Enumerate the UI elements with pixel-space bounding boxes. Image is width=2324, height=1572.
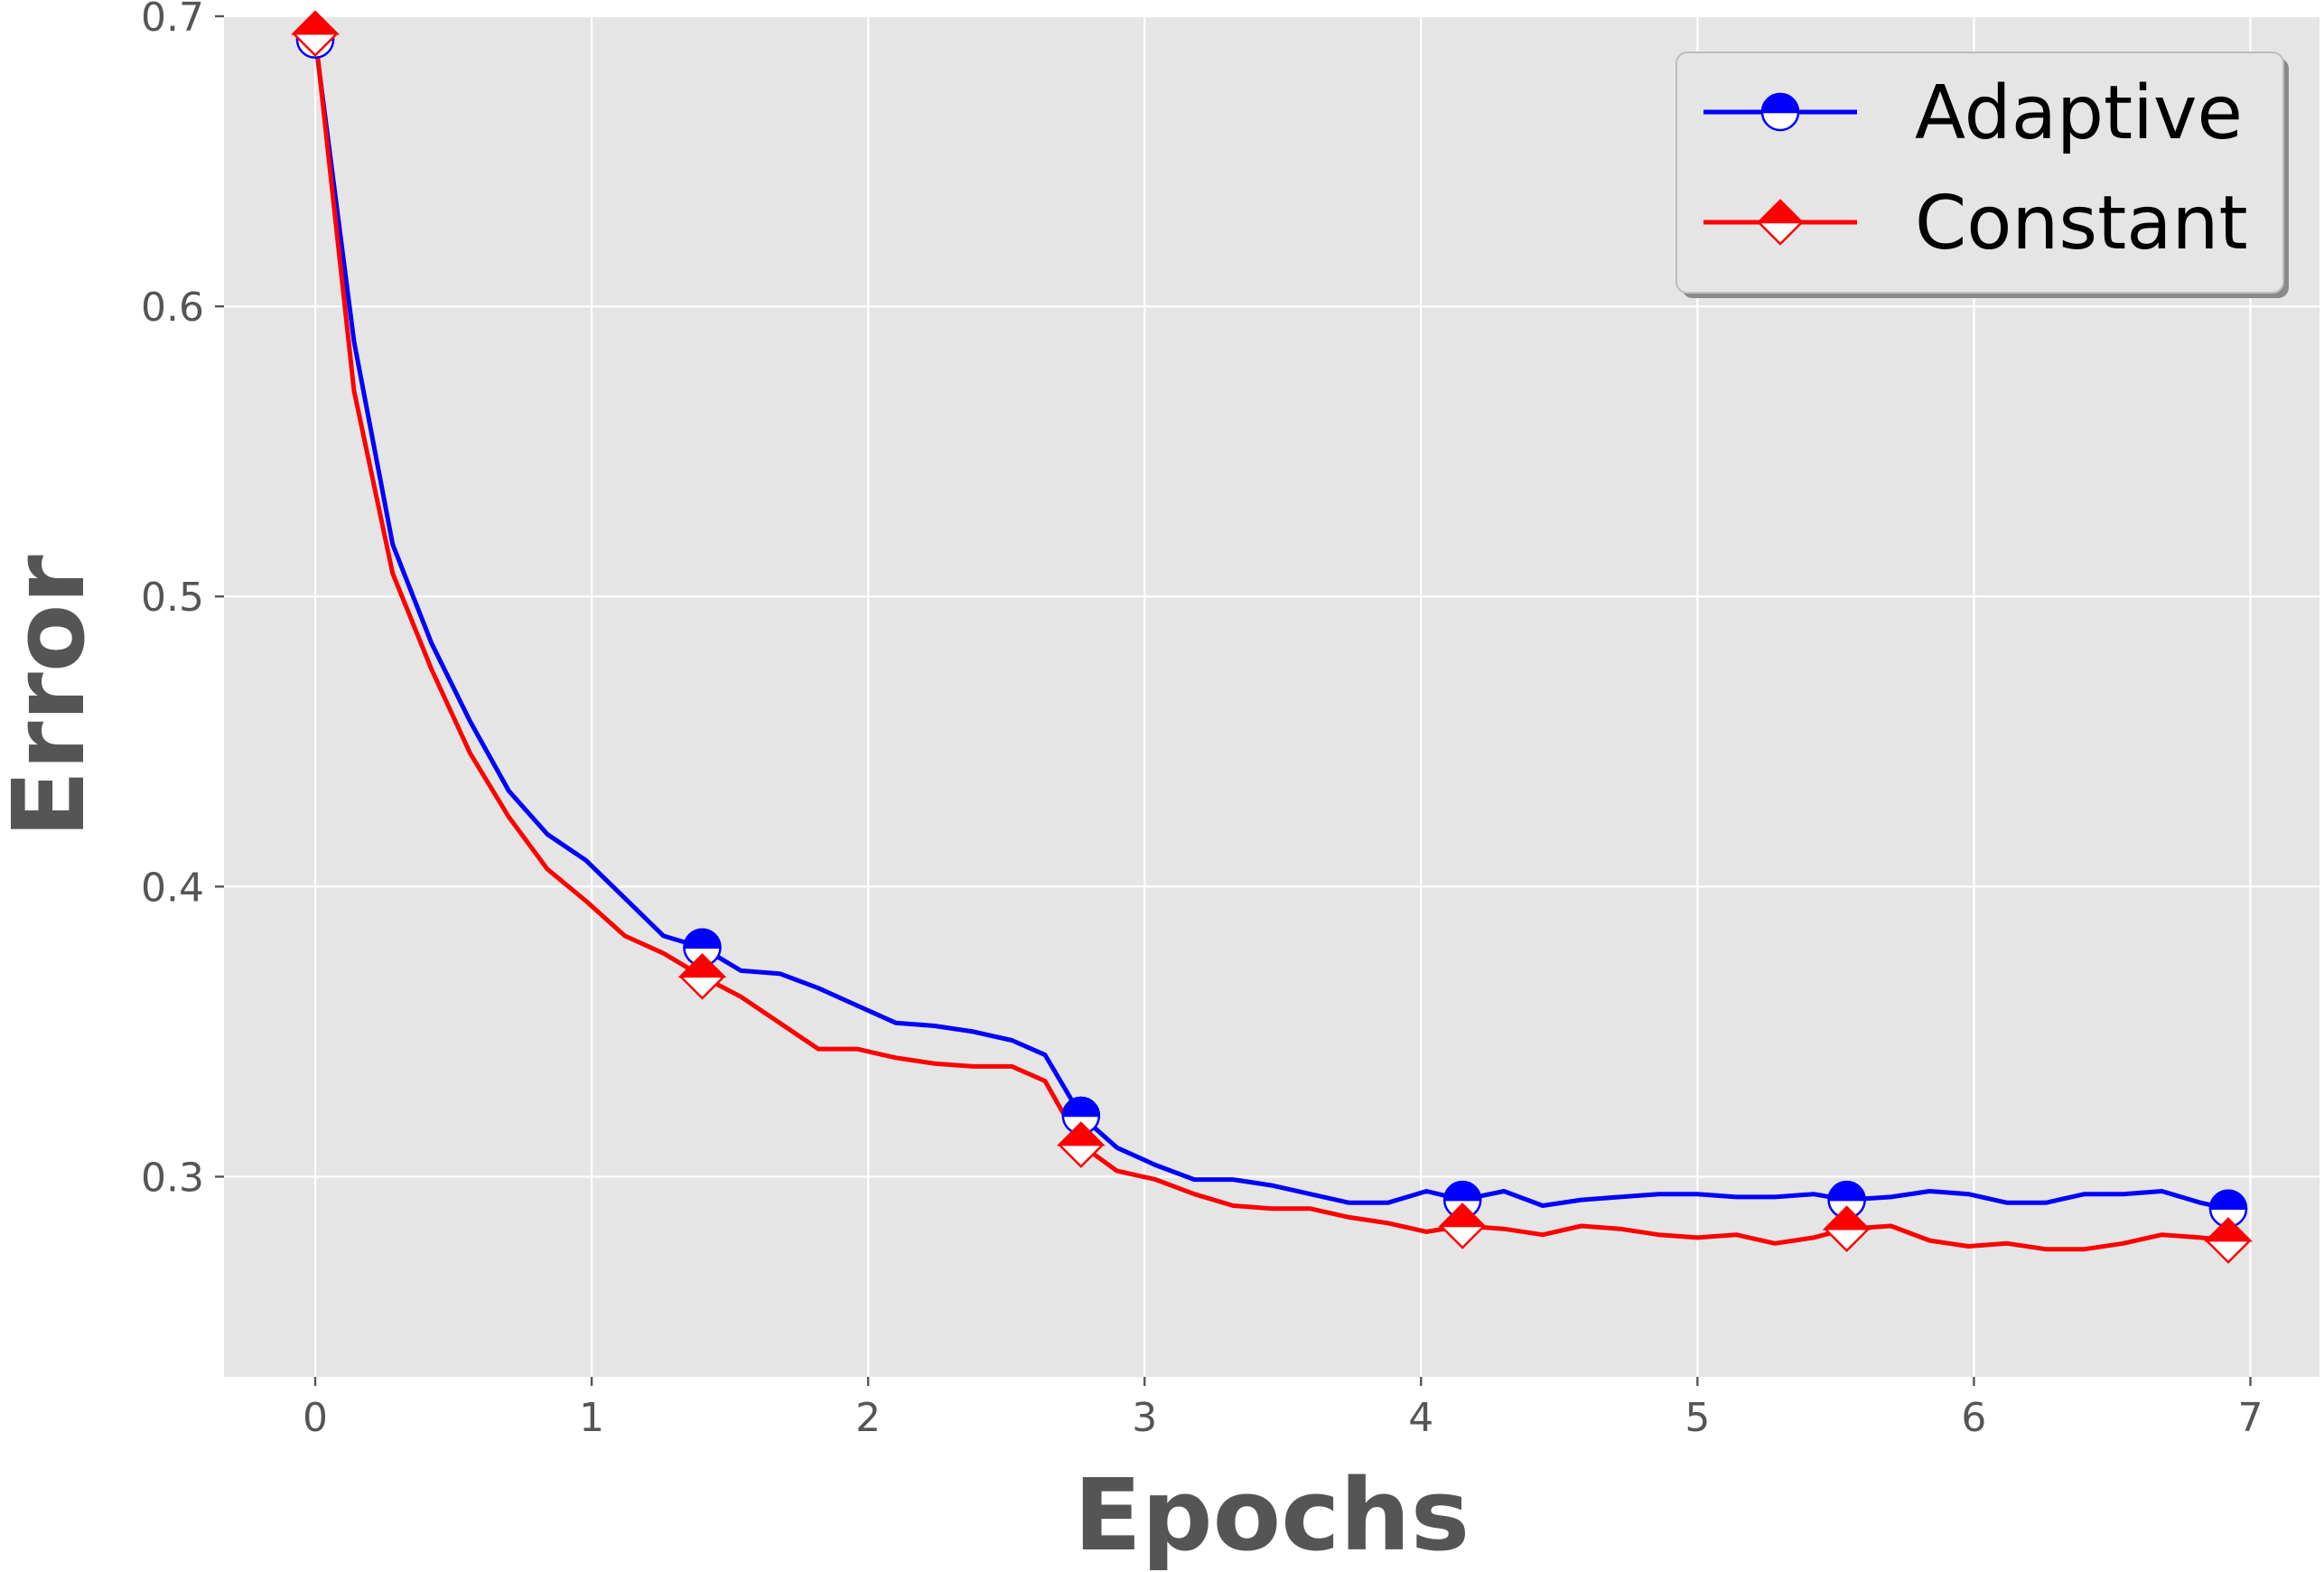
- x-tick-label: 2: [855, 1395, 881, 1441]
- x-tick-label: 0: [303, 1395, 328, 1441]
- data-point-constant: [290, 10, 341, 58]
- data-point-constant: [2203, 1217, 2254, 1264]
- legend: Adaptive Constant: [1675, 51, 2289, 298]
- legend-label: Adaptive: [1915, 70, 2243, 156]
- axis-ticks: 0 1 2 3 4 5 6 7 0.3 0.4 0.5 0.6 0.7: [141, 0, 2263, 1441]
- x-tick-label: 6: [1961, 1395, 1986, 1441]
- series-line-constant: [313, 33, 2229, 1252]
- data-point-constant: [1056, 1121, 1106, 1168]
- legend-entry-constant: Constant: [1703, 181, 2248, 267]
- y-tick-label: 0.6: [141, 285, 204, 331]
- data-point-constant: [1438, 1202, 1488, 1249]
- legend-label: Constant: [1915, 181, 2248, 267]
- series-lines: [313, 33, 2229, 1252]
- series-markers: [290, 10, 2254, 1264]
- y-tick-label: 0.7: [141, 0, 204, 41]
- x-tick-label: 1: [579, 1395, 604, 1441]
- x-axis-title: Epochs: [1074, 1457, 1470, 1572]
- legend-marker: [1760, 92, 1800, 132]
- data-point-constant: [677, 953, 727, 1000]
- y-tick-label: 0.5: [141, 575, 204, 621]
- x-tick-label: 4: [1408, 1395, 1433, 1441]
- legend-entries: Adaptive Constant: [1703, 70, 2248, 267]
- legend-marker: [1755, 199, 1806, 246]
- data-point-constant: [1822, 1205, 1871, 1252]
- x-tick-label: 5: [1685, 1395, 1710, 1441]
- data-point-adaptive: [683, 928, 722, 968]
- x-tick-label: 3: [1132, 1395, 1157, 1441]
- legend-entry-adaptive: Adaptive: [1703, 70, 2243, 156]
- x-tick-label: 7: [2237, 1395, 2263, 1441]
- data-point-adaptive: [2208, 1189, 2248, 1229]
- y-axis-title: Error: [0, 555, 107, 837]
- y-tick-label: 0.3: [141, 1155, 204, 1201]
- y-tick-label: 0.4: [141, 865, 204, 911]
- series-line-adaptive: [313, 39, 2229, 1212]
